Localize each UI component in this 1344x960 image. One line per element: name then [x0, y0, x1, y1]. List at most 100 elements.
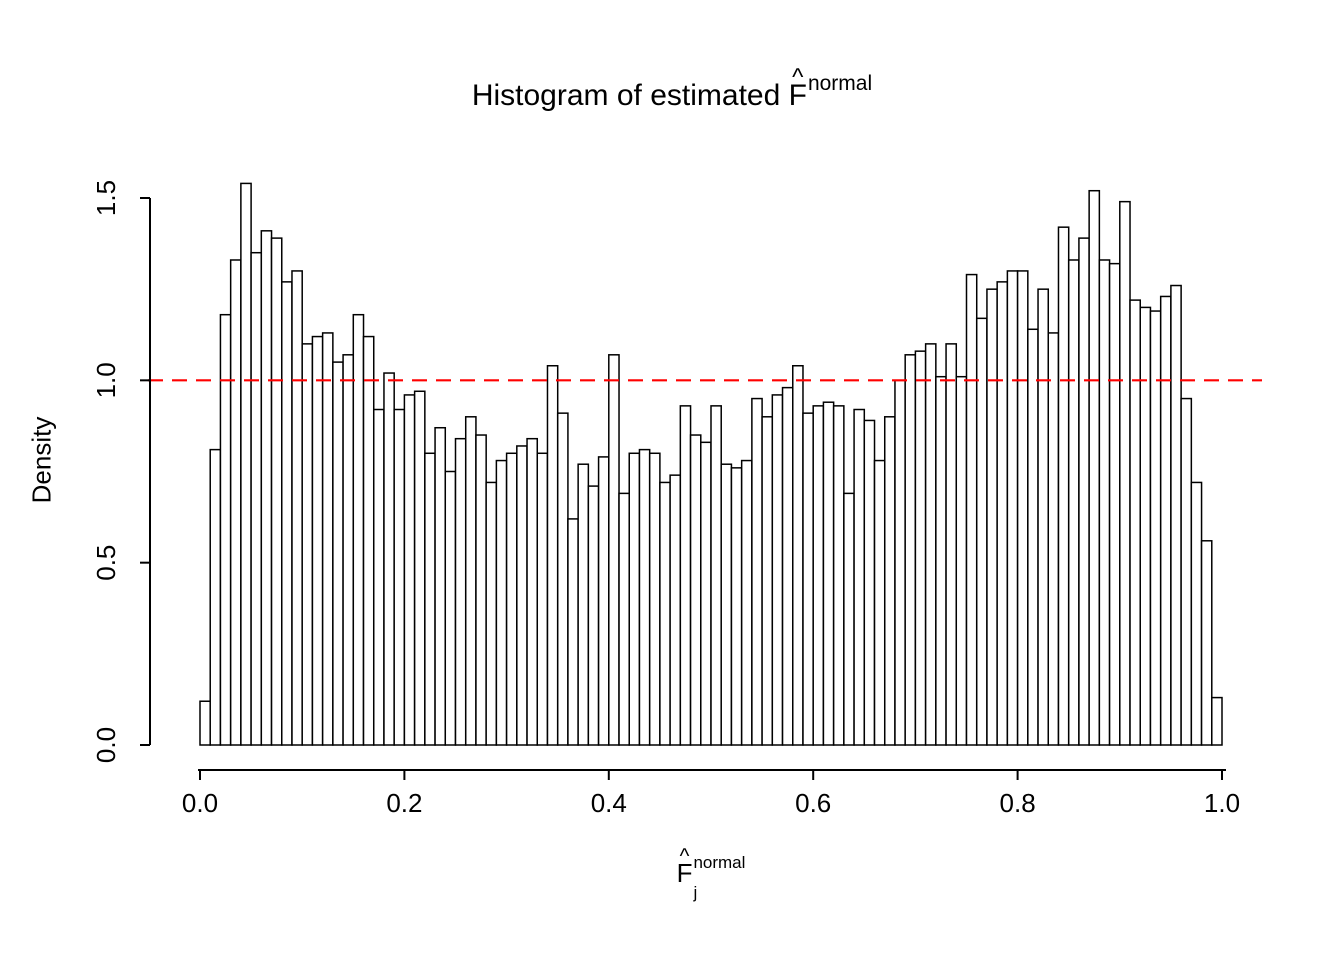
histogram-bar: [669, 474, 682, 746]
histogram-bar: [771, 394, 784, 746]
histogram-bar: [403, 394, 416, 746]
histogram-bar: [505, 452, 518, 746]
histogram-bar: [1149, 310, 1162, 746]
x-tick-label: 0.4: [591, 788, 627, 818]
histogram-bar: [1180, 397, 1193, 746]
y-axis: 0.0 0.5 1.0 1.5: [91, 180, 151, 763]
histogram-bar: [638, 448, 651, 746]
histogram-bar: [454, 437, 467, 746]
histogram-bar: [301, 343, 314, 746]
y-tick-label: 0.0: [91, 727, 121, 763]
histogram-bar: [362, 335, 375, 746]
histogram-bar: [1016, 270, 1029, 746]
histogram-bar: [209, 448, 222, 746]
histogram-bar: [393, 408, 406, 746]
histogram-bar: [536, 452, 549, 746]
histogram-bar: [1108, 262, 1121, 746]
histogram-bar: [1037, 288, 1050, 746]
x-tick-label: 1.0: [1204, 788, 1240, 818]
hat-accent: ^: [792, 64, 804, 92]
histogram-bar: [199, 700, 211, 746]
histogram-bar: [270, 237, 283, 746]
title-f-symbol: ^ F: [788, 64, 807, 113]
histogram-bar: [965, 273, 978, 746]
histogram-bar: [986, 288, 998, 746]
histogram-bar: [740, 459, 753, 746]
histogram-bar: [260, 230, 273, 746]
xlabel-symbol-letter: F: [676, 858, 693, 889]
chart-title-text: Histogram of estimated: [471, 79, 789, 112]
histogram-bar: [321, 332, 334, 746]
histogram-bar: [761, 416, 774, 746]
histogram-bar: [1119, 200, 1131, 746]
histogram-bar: [730, 467, 743, 746]
histogram-bar: [546, 365, 559, 746]
x-axis: 0.0 0.2 0.4 0.6 0.8 1.0: [182, 769, 1240, 818]
histogram-bar: [597, 456, 610, 746]
xlabel-f-symbol: ^ F: [676, 845, 693, 889]
histogram-bar: [935, 375, 947, 746]
histogram-bar: [567, 518, 579, 746]
histogram-bar: [843, 492, 855, 746]
histogram-bar: [229, 259, 242, 746]
histogram-bar: [679, 405, 692, 746]
histogram-bar: [577, 463, 590, 746]
histogram-bar: [608, 354, 620, 746]
histogram-bar: [975, 317, 988, 746]
histogram-bar: [924, 343, 937, 746]
histogram-bar: [342, 354, 355, 746]
histogram-bar: [904, 354, 917, 746]
y-tick-label: 0.5: [91, 545, 121, 581]
histogram-bar: [332, 361, 344, 746]
histogram-bar: [1027, 328, 1039, 746]
histogram-bar: [710, 405, 722, 746]
histogram-bar: [700, 441, 712, 746]
histogram-bar: [955, 375, 968, 746]
xlabel-superscript: normal: [693, 853, 746, 872]
histogram-bar: [1078, 237, 1090, 746]
chart-title: Histogram of estimated ^ Fnormal: [0, 64, 1344, 113]
histogram-bar: [894, 379, 906, 746]
hat-accent: ^: [679, 845, 690, 869]
histogram-bar: [526, 437, 539, 746]
histogram-bar: [1067, 259, 1080, 746]
histogram-bar: [822, 401, 835, 746]
histogram-bar: [863, 419, 876, 746]
histogram-bar: [587, 485, 600, 746]
histogram-bar: [434, 426, 447, 746]
histogram-bar: [1159, 295, 1172, 746]
histogram-bar: [1211, 696, 1223, 746]
histogram-bar: [996, 281, 1009, 746]
histogram-bar: [1190, 481, 1203, 746]
histogram-bars: [199, 182, 1223, 746]
histogram-bar: [1200, 540, 1213, 746]
histogram-bar: [1098, 259, 1111, 746]
histogram-bar: [781, 386, 794, 746]
histogram-bar: [1139, 306, 1152, 746]
histogram-bar: [792, 365, 804, 746]
histogram-bar: [689, 434, 702, 746]
histogram-bar: [424, 452, 436, 746]
histogram-bar: [1129, 299, 1141, 746]
histogram-bar: [240, 182, 252, 746]
histogram-bar: [291, 270, 303, 746]
histogram-bar: [1006, 270, 1019, 746]
histogram-bar: [618, 492, 630, 746]
histogram-bar: [372, 408, 385, 746]
x-tick-label: 0.0: [182, 788, 218, 818]
y-tick-label: 1.0: [91, 362, 121, 398]
histogram-bar: [383, 372, 395, 746]
histogram-bar: [444, 470, 457, 746]
title-symbol-letter: F: [788, 79, 807, 112]
x-tick-label: 0.6: [795, 788, 831, 818]
histogram-bar: [1047, 332, 1060, 746]
histogram-bar: [720, 463, 733, 746]
histogram-bar: [832, 405, 845, 746]
histogram-bar: [495, 459, 508, 746]
histogram-bar: [812, 405, 825, 746]
histogram-bar: [659, 481, 671, 746]
histogram-bar: [873, 459, 886, 746]
histogram-bar: [914, 350, 927, 746]
